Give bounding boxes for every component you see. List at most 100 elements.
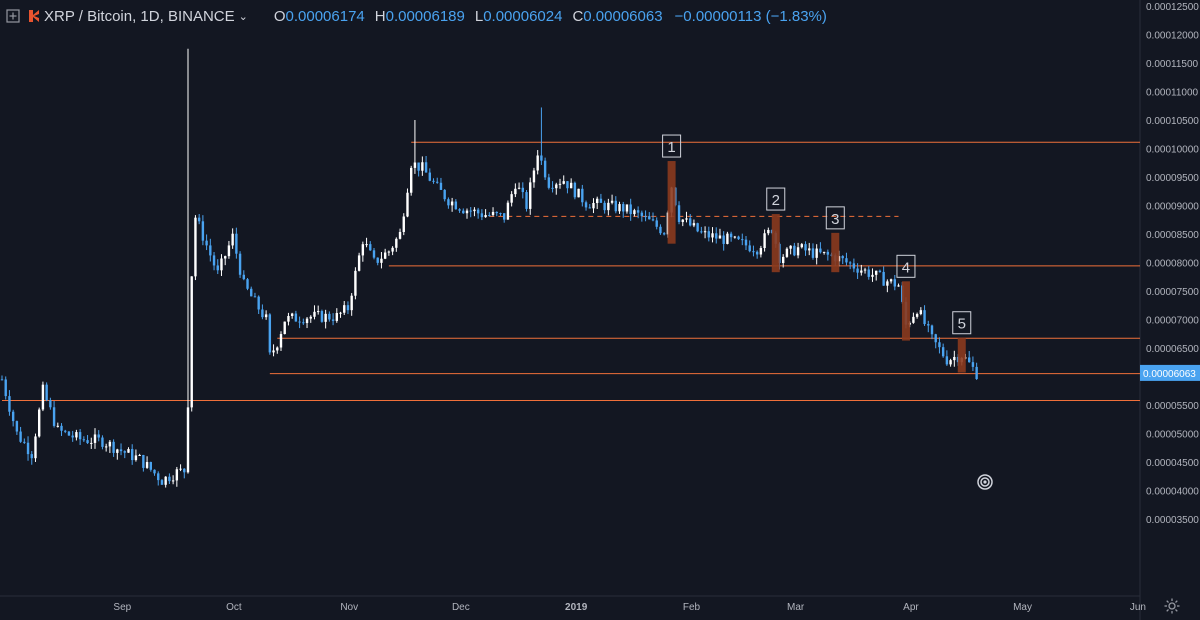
candle-body [484,215,487,218]
candle-body [547,177,551,188]
price-axis[interactable]: 0.00012500 0.00012000 0.00011500 0.00011000… [1140,2,1200,526]
candle-body [34,436,37,459]
candle-body [737,236,740,240]
marker-bar[interactable] [957,337,966,373]
candle-body [700,231,703,233]
candle-body [886,281,889,286]
candle-body [599,198,603,203]
candle-body [465,210,469,214]
high-value: H0.00006189 [374,7,465,25]
candle-body [372,250,376,258]
last-price-tag [1140,364,1200,381]
candle-body [283,321,286,335]
candle-body [8,396,11,412]
candle-body [287,315,290,322]
candle-body [815,248,818,258]
candle-body [573,182,577,198]
candle-body [848,262,852,264]
price-tick-label: 0.00007500 [1146,287,1199,298]
candle-body [938,342,941,348]
time-tick-label: Nov [340,602,358,613]
candle-body [633,210,636,215]
candle-body [927,324,930,326]
candle-body [476,209,480,214]
candle-body [67,431,71,436]
candle-body [343,305,346,313]
candle-body [677,205,681,222]
candle-body [748,245,751,252]
candle-body [692,223,696,226]
marker-bar[interactable] [771,214,780,273]
candle-body [506,202,510,220]
candle-body [454,201,458,210]
marker-label-box[interactable] [952,311,972,335]
candle-body [915,314,919,317]
candle-body [104,446,108,448]
candle-body [566,181,569,189]
candle-body [923,310,926,325]
candle-body [4,379,7,397]
candle-body [822,251,826,253]
gear-icon[interactable] [1164,598,1180,614]
marker-label-box[interactable] [896,254,916,278]
candle-body [782,256,785,264]
candle-body [971,362,975,367]
numbered-markers[interactable]: 1 2 3 4 5 [662,134,972,373]
candle-body [514,188,517,195]
candle-body [659,226,662,234]
candle-body [625,204,629,212]
candle-body [863,269,867,271]
candle-body [298,321,301,323]
candle-body [930,325,934,335]
candle-body [975,366,978,380]
target-icon[interactable] [977,474,993,490]
candle-body [696,223,699,232]
marker-label-box[interactable] [662,134,682,158]
candle-body [131,449,134,461]
candle-body [488,215,491,217]
marker-label-box[interactable] [825,206,845,230]
candle-body [607,202,610,211]
marker-label: 5 [958,316,966,333]
candle-body [495,211,498,214]
chevron-down-icon[interactable]: ⌄ [238,10,248,23]
candle-body [875,270,878,275]
candle-body [45,384,48,401]
candle-body [387,251,391,253]
candle-body [841,256,844,259]
candle-body [953,356,956,361]
candle-body [462,210,465,214]
candle-body [23,441,26,443]
candle-body [968,357,971,363]
marker-label: 4 [902,259,910,276]
candle-body [357,255,361,271]
candle-body [395,238,398,248]
candle-body [469,210,472,212]
expand-icon[interactable] [6,9,20,23]
candle-body [160,480,164,485]
candle-body [785,248,789,257]
candle-body [510,194,513,203]
candle-body [209,245,212,256]
marker-bar[interactable] [831,232,840,273]
candle-body [562,181,565,184]
symbol-title[interactable]: XRP / Bitcoin, 1D, BINANCE [44,7,235,25]
candle-body [313,311,316,317]
candle-body [867,269,870,277]
time-axis[interactable]: Sep Oct Nov Dec 2019 Feb Mar Apr May Jun [113,602,1146,613]
candle-body [543,160,547,178]
candle-body [78,432,82,440]
last-price-label: 0.00006063 [1143,369,1196,380]
time-tick-label: 2019 [565,602,588,613]
candle-body [276,347,279,351]
candle-body [882,271,885,286]
marker-bar[interactable] [667,161,676,244]
candle-body [741,239,744,241]
candle-body [294,313,298,322]
candle-body [164,476,167,485]
candle-body [369,244,372,251]
marker-bar[interactable] [901,281,910,341]
marker-label-box[interactable] [766,187,786,211]
candle-body [60,425,63,431]
